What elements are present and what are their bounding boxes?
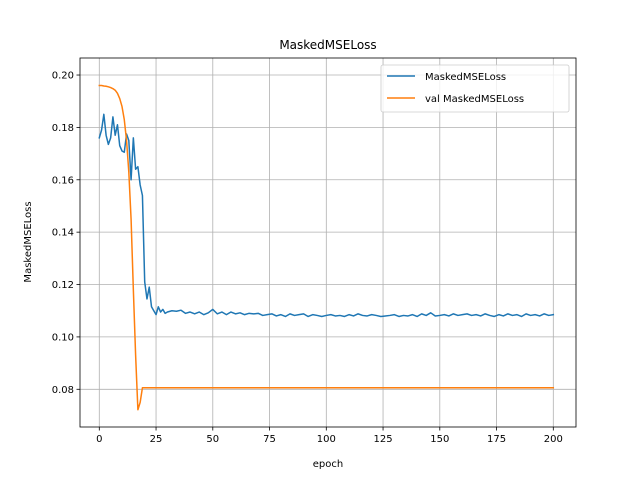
y-tick-label: 0.20 [52, 71, 74, 82]
x-tick-label: 75 [263, 434, 276, 445]
series-layer [98, 84, 555, 411]
y-axis: 0.08 0.10 0.12 0.14 0.16 0.18 0.20 [52, 71, 80, 396]
legend: MaskedMSELoss val MaskedMSELoss [380, 64, 570, 113]
x-tick-label: 150 [430, 434, 449, 445]
chart-title: MaskedMSELoss [279, 38, 376, 52]
y-tick-label: 0.10 [52, 332, 74, 343]
series-line-train [98, 113, 555, 318]
y-tick-label: 0.16 [52, 175, 74, 186]
y-tick-label: 0.18 [52, 123, 74, 134]
y-axis-label: MaskedMSELoss [23, 201, 34, 282]
y-tick-label: 0.14 [52, 228, 74, 239]
x-axis-label: epoch [313, 459, 343, 470]
x-tick-label: 125 [374, 434, 393, 445]
x-tick-label: 175 [487, 434, 506, 445]
x-axis: 0 25 50 75 100 125 150 175 200 [96, 427, 563, 445]
grid-lines [80, 58, 576, 427]
legend-label-train: MaskedMSELoss [425, 72, 506, 83]
x-tick-label: 25 [150, 434, 163, 445]
y-tick-label: 0.08 [52, 385, 74, 396]
plot-frame [79, 57, 577, 428]
x-tick-label: 0 [96, 434, 102, 445]
x-tick-label: 200 [544, 434, 563, 445]
legend-label-val: val MaskedMSELoss [425, 94, 524, 105]
legend-box [380, 64, 570, 113]
x-tick-label: 100 [317, 434, 336, 445]
series-line-val [98, 84, 555, 411]
y-tick-label: 0.12 [52, 280, 74, 291]
x-tick-label: 50 [206, 434, 219, 445]
